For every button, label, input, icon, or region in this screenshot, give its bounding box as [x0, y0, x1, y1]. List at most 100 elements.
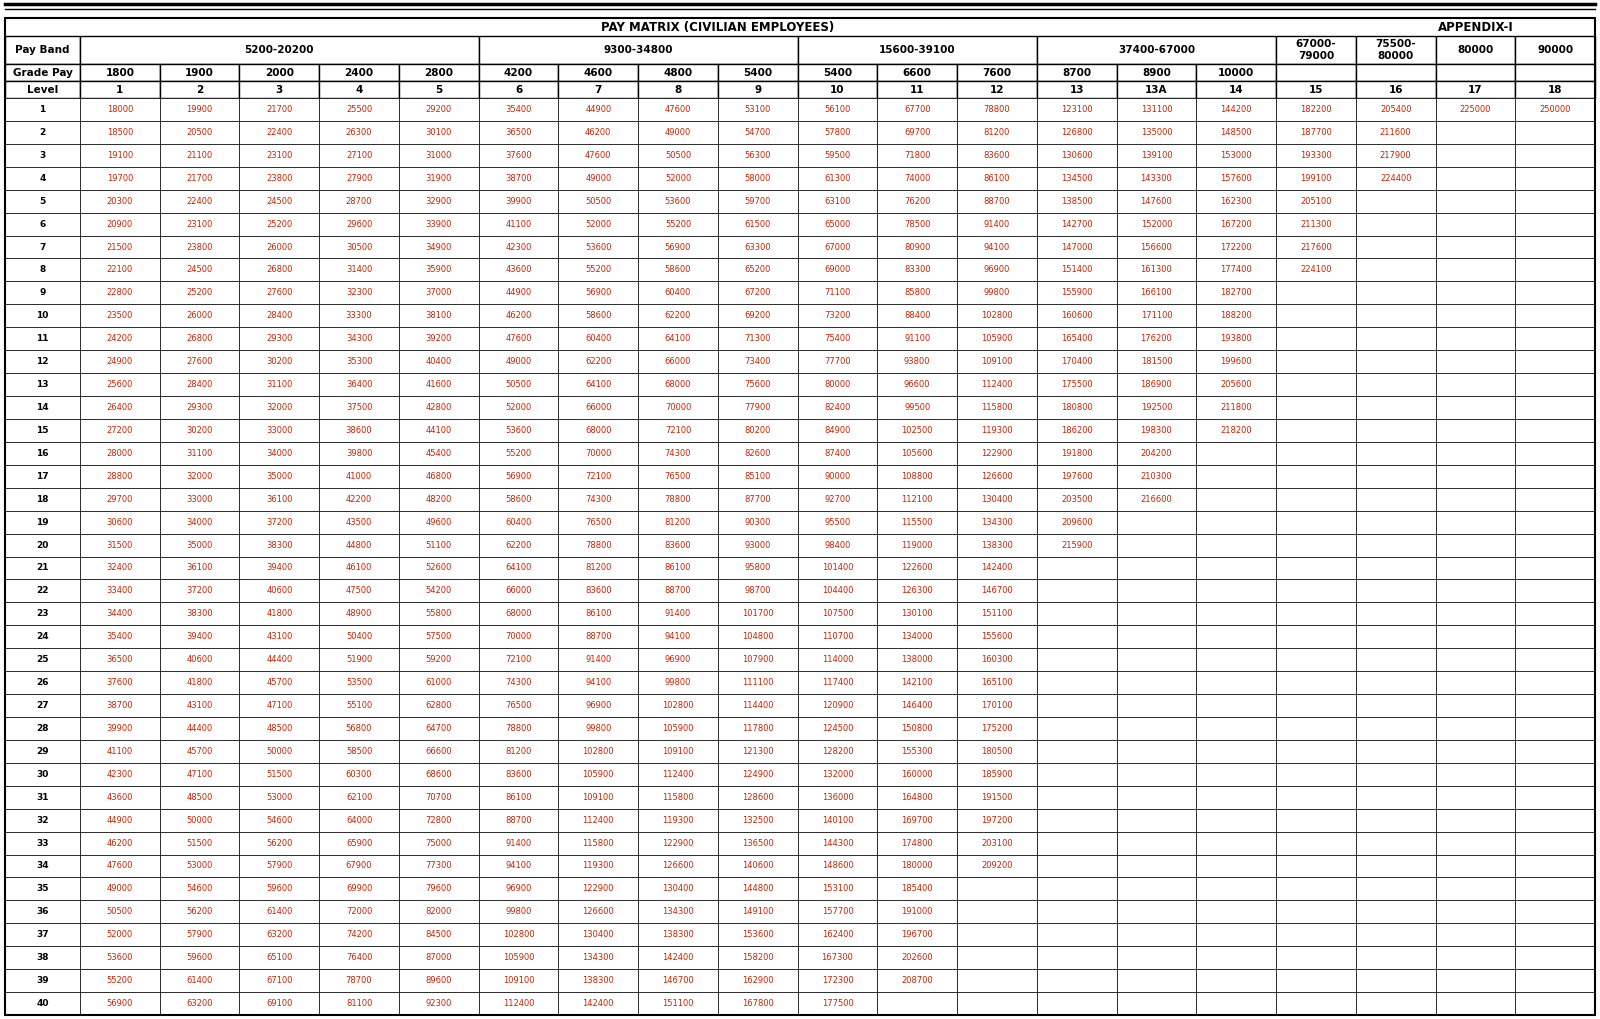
Bar — [877, 580, 957, 602]
Bar — [320, 901, 398, 923]
Text: 13A: 13A — [1146, 85, 1168, 95]
Bar — [1117, 327, 1197, 351]
Bar — [160, 305, 240, 327]
Bar — [638, 327, 718, 351]
Bar — [1037, 327, 1117, 351]
Text: 2400: 2400 — [344, 67, 374, 77]
Text: Level: Level — [27, 85, 58, 95]
Bar — [80, 901, 160, 923]
Text: 119300: 119300 — [662, 815, 694, 824]
Bar — [718, 648, 798, 672]
Bar — [558, 465, 638, 488]
Bar — [5, 121, 80, 144]
Bar — [398, 396, 478, 419]
Bar — [1037, 580, 1117, 602]
Bar — [718, 327, 798, 351]
Text: 25: 25 — [37, 655, 48, 664]
Text: 42300: 42300 — [107, 769, 133, 779]
Bar — [1355, 580, 1435, 602]
Text: 80000: 80000 — [824, 380, 851, 389]
Text: 102800: 102800 — [981, 311, 1013, 320]
Text: 28400: 28400 — [187, 380, 213, 389]
Bar — [478, 351, 558, 373]
Bar — [240, 626, 320, 648]
Bar — [957, 396, 1037, 419]
Bar — [320, 81, 398, 98]
Bar — [1355, 281, 1435, 305]
Bar — [1117, 923, 1197, 947]
Text: 16: 16 — [37, 448, 48, 458]
Text: 138300: 138300 — [981, 540, 1013, 549]
Bar — [798, 36, 1037, 64]
Text: 82000: 82000 — [426, 907, 453, 916]
Text: 84500: 84500 — [426, 930, 453, 940]
Bar — [478, 832, 558, 855]
Bar — [160, 740, 240, 763]
Bar — [1435, 281, 1515, 305]
Bar — [957, 327, 1037, 351]
Bar — [160, 694, 240, 717]
Bar — [1277, 786, 1355, 809]
Text: 142100: 142100 — [901, 678, 933, 687]
Bar — [638, 580, 718, 602]
Text: 37400-67000: 37400-67000 — [1118, 45, 1195, 55]
Text: 64100: 64100 — [586, 380, 611, 389]
Bar — [478, 969, 558, 993]
Bar — [478, 373, 558, 396]
Text: 57800: 57800 — [824, 128, 851, 137]
Bar — [718, 396, 798, 419]
Bar — [638, 190, 718, 213]
Text: 31900: 31900 — [426, 173, 453, 182]
Text: 199100: 199100 — [1301, 173, 1331, 182]
Bar — [1117, 855, 1197, 877]
Bar — [877, 901, 957, 923]
Bar — [1515, 672, 1595, 694]
Bar — [478, 556, 558, 580]
Bar — [798, 694, 877, 717]
Bar — [80, 235, 160, 259]
Text: 43600: 43600 — [107, 793, 133, 802]
Bar — [558, 923, 638, 947]
Text: 74300: 74300 — [664, 448, 691, 458]
Text: 81200: 81200 — [506, 747, 531, 756]
Text: 88700: 88700 — [984, 197, 1010, 206]
Text: 75000: 75000 — [426, 839, 453, 848]
Bar — [240, 213, 320, 235]
Bar — [558, 809, 638, 832]
Bar — [1037, 419, 1117, 442]
Text: 37600: 37600 — [506, 151, 531, 160]
Text: 165100: 165100 — [981, 678, 1013, 687]
Bar — [718, 786, 798, 809]
Bar — [1037, 855, 1117, 877]
Bar — [558, 717, 638, 740]
Text: 94100: 94100 — [984, 243, 1010, 252]
Bar — [957, 763, 1037, 786]
Bar — [160, 351, 240, 373]
Text: 39900: 39900 — [107, 723, 133, 733]
Text: 44900: 44900 — [506, 288, 531, 298]
Bar — [1355, 144, 1435, 167]
Text: 187700: 187700 — [1299, 128, 1331, 137]
Bar — [957, 855, 1037, 877]
Bar — [320, 947, 398, 969]
Text: APPENDIX-I: APPENDIX-I — [1437, 20, 1514, 34]
Bar — [798, 809, 877, 832]
Bar — [398, 121, 478, 144]
Bar — [798, 396, 877, 419]
Text: 162900: 162900 — [742, 976, 773, 985]
Bar — [558, 947, 638, 969]
Text: 35300: 35300 — [346, 357, 373, 366]
Bar — [718, 281, 798, 305]
Text: 55200: 55200 — [666, 219, 691, 228]
Bar — [1515, 556, 1595, 580]
Bar — [718, 442, 798, 465]
Bar — [398, 465, 478, 488]
Bar — [1197, 235, 1277, 259]
Bar — [638, 213, 718, 235]
Bar — [1197, 809, 1277, 832]
Text: 26300: 26300 — [346, 128, 373, 137]
Bar — [1515, 877, 1595, 901]
Bar — [1435, 993, 1515, 1015]
Bar — [1435, 351, 1515, 373]
Bar — [1117, 786, 1197, 809]
